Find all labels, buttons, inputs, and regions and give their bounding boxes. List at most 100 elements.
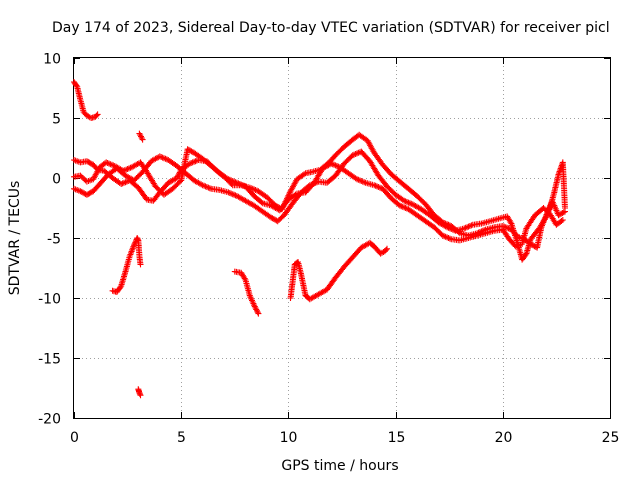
data-point: [448, 223, 462, 236]
data-point: [136, 389, 143, 397]
data-point: [191, 177, 205, 188]
data-point: [377, 249, 387, 257]
data-point: [83, 176, 95, 185]
data-point: [246, 292, 257, 307]
data-point: [439, 219, 453, 229]
series-trace-b: [71, 148, 568, 263]
data-point: [242, 197, 256, 208]
data-point: [298, 272, 309, 297]
x-tick-label: 15: [388, 430, 406, 446]
chart-title: Day 174 of 2023, Sidereal Day-to-day VTE…: [52, 20, 610, 36]
data-point: [281, 201, 295, 219]
data-point: [384, 245, 390, 252]
data-point: [341, 137, 355, 150]
data-point: [169, 178, 183, 192]
data-point: [422, 218, 436, 230]
data-point: [136, 253, 144, 266]
data-point: [191, 149, 205, 161]
data-point: [371, 149, 385, 167]
data-point: [527, 226, 542, 243]
data-point: [139, 136, 146, 143]
data-point: [384, 183, 398, 197]
x-tick-label: 0: [70, 430, 79, 446]
y-axis-label: SDTVAR / TECUs: [7, 181, 23, 296]
data-point: [71, 157, 82, 165]
data-point: [366, 239, 377, 249]
data-point: [414, 212, 428, 224]
data-point: [294, 171, 308, 183]
x-tick-label: 25: [602, 430, 620, 446]
data-point: [431, 212, 445, 225]
plot-frame: [73, 57, 611, 419]
data-point: [128, 160, 142, 171]
data-point: [306, 292, 320, 303]
data-point: [326, 153, 338, 166]
y-tick-label: 10: [43, 52, 61, 68]
series-trace-f: [135, 386, 144, 399]
x-axis-label: GPS time / hours: [281, 458, 398, 474]
data-point: [364, 137, 377, 155]
data-point: [431, 224, 445, 238]
data-point: [396, 178, 411, 191]
series-trace-a: [71, 79, 101, 121]
series-trace-d: [71, 146, 566, 250]
data-point: [156, 153, 170, 163]
data-point: [461, 222, 475, 232]
data-point: [135, 386, 142, 395]
data-point: [311, 166, 325, 186]
data-point: [233, 193, 248, 203]
data-point: [71, 79, 80, 89]
data-point: [549, 197, 561, 217]
data-point: [540, 205, 552, 216]
data-point: [120, 164, 134, 174]
data-point: [345, 170, 359, 182]
data-point: [366, 158, 381, 178]
data-point: [388, 171, 402, 184]
data-point: [165, 157, 179, 168]
data-point: [259, 208, 273, 220]
data-point: [186, 157, 200, 167]
data-point: [208, 163, 222, 176]
data-point: [255, 188, 269, 200]
data-point: [422, 201, 437, 217]
data-point: [504, 213, 514, 226]
data-point: [508, 226, 520, 239]
data-point: [349, 149, 363, 159]
data-point: [381, 247, 389, 255]
series-trace-g: [136, 130, 146, 143]
data-point: [251, 193, 265, 206]
data-point: [225, 189, 239, 199]
data-point: [184, 146, 196, 156]
data-point: [562, 208, 568, 215]
data-point: [538, 210, 551, 231]
data-point: [324, 173, 338, 186]
data-point: [165, 175, 179, 186]
data-point: [289, 263, 298, 285]
data-point: [242, 183, 256, 198]
data-point: [551, 173, 562, 196]
series-trace-c: [71, 131, 568, 251]
data-point: [103, 159, 117, 169]
data-point: [354, 176, 368, 186]
data-point: [405, 185, 419, 198]
data-point: [88, 114, 97, 121]
data-point: [534, 225, 544, 251]
data-point: [135, 184, 149, 202]
data-point: [401, 197, 415, 207]
x-tick-label: 20: [495, 430, 513, 446]
data-point: [137, 159, 149, 174]
data-point: [225, 176, 239, 186]
data-point: [499, 226, 512, 241]
data-point: [90, 182, 102, 195]
data-point: [199, 155, 213, 168]
data-point: [388, 195, 402, 208]
data-point: [356, 131, 370, 143]
data-point: [379, 185, 394, 201]
data-point: [161, 186, 175, 198]
data-point: [506, 236, 518, 249]
data-point: [118, 270, 128, 289]
x-tick-label: 5: [177, 430, 186, 446]
data-point: [131, 170, 145, 184]
data-point: [358, 148, 372, 163]
